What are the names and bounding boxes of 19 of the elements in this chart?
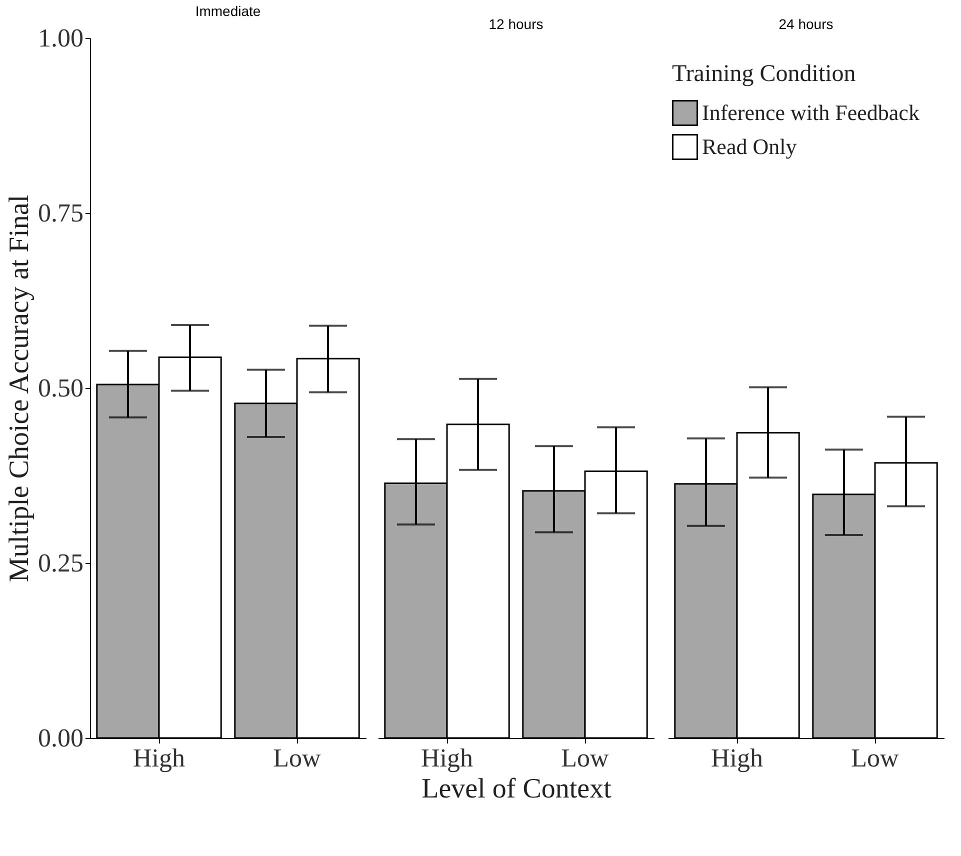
x-tick-label: Low [561,744,610,772]
y-tick-label: 0.50 [38,374,84,402]
x-tick-label: High [421,744,473,772]
x-tick-label: High [133,744,185,772]
legend-label: Inference with Feedback [702,100,920,125]
legend-label: Read Only [702,134,797,159]
x-tick-label: High [711,744,763,772]
x-tick-label: Low [851,744,900,772]
legend-title: Training Condition [672,61,856,87]
y-tick-label: 0.75 [38,198,84,228]
chart-title: 24 hours [778,16,834,32]
y-tick-label: 0.25 [38,548,84,578]
y-tick-label: 1.00 [38,24,84,52]
chart-title: 12 hours [488,16,544,32]
y-tick-label: 0.00 [38,724,84,752]
x-axis-title: Level of Context [422,774,612,804]
x-tick-label: Low [273,744,322,772]
y-axis-title: Multiple Choice Accuracy at Final [4,194,35,582]
chart-title: Immediate [195,3,261,19]
